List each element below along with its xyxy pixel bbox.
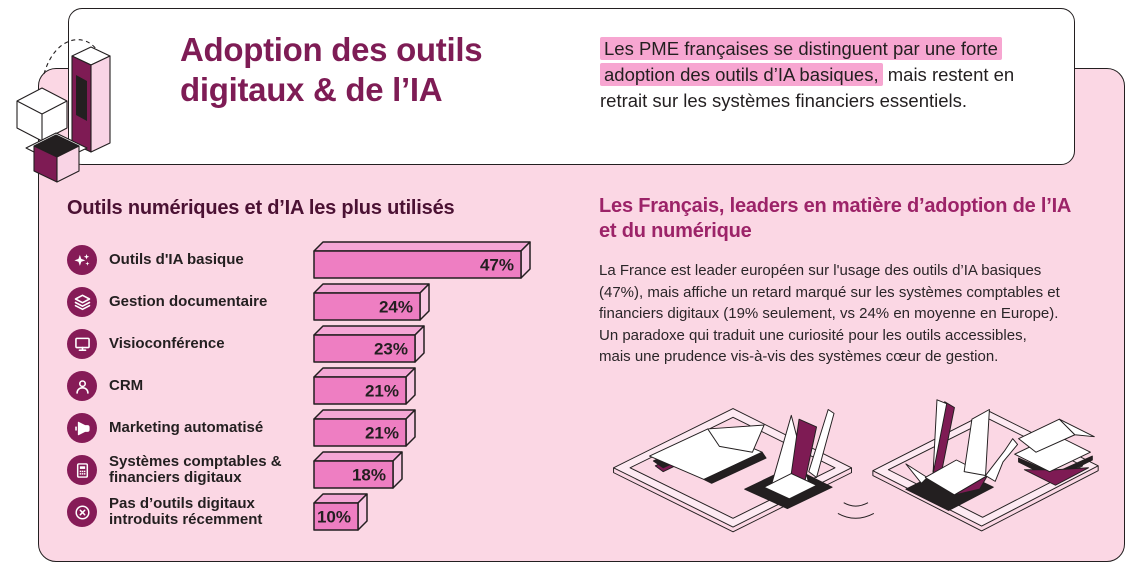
- chart-row: Systèmes comptables & financiers digitau…: [67, 449, 587, 491]
- bar-value: 18%: [352, 465, 386, 484]
- person-icon: [67, 371, 97, 401]
- cubes-illustration: [16, 39, 111, 183]
- bar-value: 47%: [480, 255, 514, 274]
- bar-label: Outils d'IA basique: [109, 251, 244, 268]
- sparkles-icon: [67, 245, 97, 275]
- bar: 18%: [313, 450, 404, 490]
- layers-icon: [67, 287, 97, 317]
- bar-value: 21%: [365, 423, 399, 442]
- chart-row: CRM 21%: [67, 365, 587, 407]
- bar-label: Visioconférence: [109, 335, 225, 352]
- bar-value: 10%: [317, 507, 351, 526]
- bar: 10%: [313, 492, 369, 532]
- page-title: Adoption des outils digitaux & de l’IA: [180, 31, 483, 108]
- chart-rows: Outils d'IA basique 47% Gestion documentai…: [67, 239, 587, 533]
- chart-row: Outils d'IA basique 47%: [67, 239, 587, 281]
- bar: 21%: [313, 408, 417, 448]
- bar: 47%: [313, 240, 532, 280]
- right-heading: Les Français, leaders en matière d’adopt…: [599, 195, 1071, 242]
- intro-rest: mais restent en retrait sur les systèmes…: [600, 64, 1015, 111]
- header-card: [68, 8, 1075, 165]
- right-column: Les Français, leaders en matière d’adopt…: [599, 194, 1104, 549]
- bar-label: Systèmes comptables & financiers digitau…: [109, 453, 282, 486]
- right-body-text: La France est leader européen sur l'usag…: [599, 262, 1060, 365]
- calculator-icon: [67, 455, 97, 485]
- megaphone-icon: [67, 413, 97, 443]
- bar-label: Gestion documentaire: [109, 293, 268, 310]
- bar-label: CRM: [109, 377, 144, 394]
- origami-illustration: [613, 398, 1099, 532]
- intro-text: Les PME françaises se distinguent par un…: [600, 36, 1052, 114]
- chart-row: Marketing automatisé 21%: [67, 407, 587, 449]
- chart-row: Gestion documentaire 24%: [67, 281, 587, 323]
- bar: 23%: [313, 324, 426, 364]
- bar-value: 23%: [374, 339, 408, 358]
- bar-label: Marketing automatisé: [109, 419, 264, 436]
- bar: 24%: [313, 282, 431, 322]
- bar: 21%: [313, 366, 417, 406]
- bar-value: 21%: [365, 381, 399, 400]
- bar-label: Pas d’outils digitaux introduits récemme…: [109, 495, 263, 528]
- monitor-icon: [67, 329, 97, 359]
- bar-value: 24%: [379, 297, 413, 316]
- chart-row: Visioconférence 23%: [67, 323, 587, 365]
- chart-row: Pas d’outils digitaux introduits récemme…: [67, 491, 587, 533]
- chart-title: Outils numériques et d’IA les plus utili…: [67, 197, 455, 219]
- circle-x-icon: [67, 497, 97, 527]
